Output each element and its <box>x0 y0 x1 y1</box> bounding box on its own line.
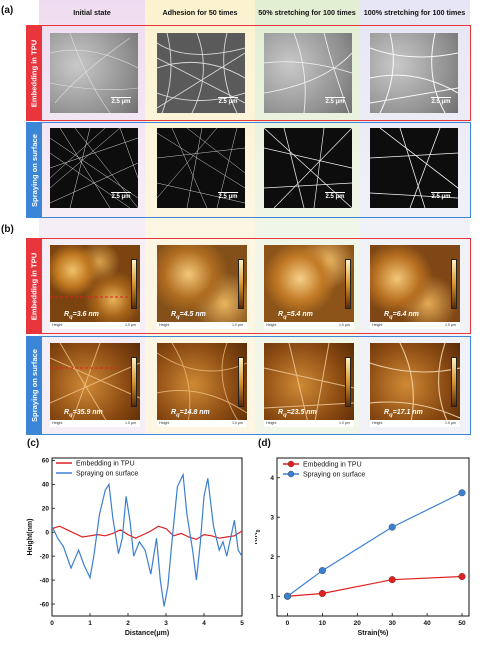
x-axis-label: Strain(%) <box>358 630 389 637</box>
y-tick-label: 60 <box>42 458 50 465</box>
y-tick-label: -20 <box>40 553 50 560</box>
plot-frame <box>276 457 470 617</box>
data-point <box>388 576 396 584</box>
scale-label: 2.5 μm <box>218 194 238 200</box>
sem-image-spray-1: 2.5 μm <box>50 128 138 208</box>
data-point <box>318 589 326 597</box>
x-tick-label: 1 <box>88 620 92 627</box>
row-label-tpu-afm: Embedding in TPU <box>26 238 42 334</box>
x-tick-label: 20 <box>354 620 362 627</box>
rq-value: =17.1 nm <box>392 408 423 416</box>
y-axis-label: R/R0 <box>255 529 262 544</box>
x-tick-label: 3 <box>164 620 168 627</box>
afm-image-tpu-3: Rq=5.4 nm Height 1.0 μm <box>264 245 354 329</box>
series-line-2 <box>287 492 463 597</box>
rq-value: =23.5 nm <box>286 408 317 416</box>
y-tick-label: 0 <box>45 530 49 537</box>
sem-image-tpu-2: 2.5 μm <box>157 33 245 113</box>
series-line-1 <box>287 575 463 597</box>
scale-label: 2.5 μm <box>325 194 345 200</box>
rq-value: =4.5 nm <box>179 310 206 318</box>
rq-value: =14.8 nm <box>179 408 210 416</box>
panel-label-b: (b) <box>1 224 14 235</box>
y-tick-label: 40 <box>42 482 50 489</box>
x-tick-label: 40 <box>423 620 431 627</box>
legend-label-1: Embedding in TPU <box>303 462 362 469</box>
y-tick-label: 3 <box>270 515 274 522</box>
x-tick-label: 0 <box>286 620 290 627</box>
y-tick-label: -60 <box>40 601 50 608</box>
series-line-2 <box>51 472 243 607</box>
row-label-tpu: Embedding in TPU <box>26 25 42 121</box>
data-point <box>458 489 466 497</box>
x-tick-label: 30 <box>389 620 397 627</box>
legend-label-1: Embedding in TPU <box>76 461 135 468</box>
y-tick-label: 4 <box>270 475 274 482</box>
column-title-1: Initial state <box>73 7 111 17</box>
height-profile-chart: 0 1 2 3 4 5 60 40 20 0 -20 -40 -60 Distance(μm) Height… <box>27 457 244 637</box>
x-tick-label: 4 <box>202 620 206 627</box>
column-title-2: Adhesion for 50 times <box>162 7 238 17</box>
scale-label: 2.5 μm <box>431 194 451 200</box>
row-label-spray: Spraying on surface <box>26 122 42 218</box>
afm-image-tpu-4: Rq=6.4 nm Height 1.0 μm <box>370 245 460 329</box>
y-tick-label: 20 <box>42 506 50 513</box>
series-line-1 <box>51 525 243 541</box>
afm-image-spray-4: Rq=17.1 nm Height 1.0 μm <box>370 343 460 427</box>
x-tick-label: 2 <box>126 620 130 627</box>
afm-image-spray-3: Rq=23.5 nm Height 1.0 μm <box>264 343 354 427</box>
y-tick-label: 1 <box>270 594 274 601</box>
column-title-3: 50% stretching for 100 times <box>258 7 356 17</box>
sem-image-spray-3: 2.5 μm <box>264 128 352 208</box>
panel-label-d: (d) <box>258 438 271 449</box>
panel-label-a: (a) <box>1 5 14 16</box>
scale-label: 2.5 μm <box>111 99 131 105</box>
legend-marker-1 <box>287 460 295 468</box>
data-point <box>388 523 396 531</box>
y-tick-label: 2 <box>270 554 274 561</box>
resistance-strain-chart: 0 10 20 30 40 50 1 2 3 4 Strain(%) R/R0 Embedding in… <box>255 457 470 637</box>
y-tick-label: -40 <box>40 577 50 584</box>
x-tick-label: 50 <box>458 620 466 627</box>
x-tick-label: 0 <box>50 620 54 627</box>
legend-label-2: Spraying on surface <box>303 472 365 479</box>
sem-image-spray-2: 2.5 μm <box>157 128 245 208</box>
afm-image-tpu-1: Rq=3.6 nm Height 1.0 μm <box>50 245 140 329</box>
plot-frame <box>51 457 243 617</box>
x-tick-label: 5 <box>240 620 244 627</box>
data-point <box>458 572 466 580</box>
rq-value: =5.4 nm <box>286 310 313 318</box>
row-label-spray-afm: Spraying on surface <box>26 336 42 435</box>
sem-image-tpu-1: 2.5 μm <box>50 33 138 113</box>
legend-label-2: Spraying on surface <box>76 471 138 478</box>
legend-marker-2 <box>287 470 295 478</box>
rq-value: =3.6 nm <box>72 310 99 318</box>
rq-value: =6.4 nm <box>392 310 419 318</box>
afm-image-spray-1: Rq=35.9 nm Height 1.0 μm <box>50 343 140 427</box>
rq-value: =35.9 nm <box>72 408 103 416</box>
scale-label: 2.5 μm <box>431 99 451 105</box>
data-point <box>318 567 326 575</box>
scale-label: 2.5 μm <box>111 194 131 200</box>
x-tick-label: 10 <box>319 620 327 627</box>
x-axis-label: Distance(μm) <box>125 630 169 637</box>
scale-label: 2.5 μm <box>325 99 345 105</box>
sem-image-tpu-3: 2.5 μm <box>264 33 352 113</box>
sem-image-spray-4: 2.5 μm <box>370 128 458 208</box>
y-axis-label: Height(nm) <box>27 519 34 556</box>
data-point <box>283 592 291 600</box>
afm-image-tpu-2: Rq=4.5 nm Height 1.0 μm <box>157 245 247 329</box>
panel-label-c: (c) <box>27 438 40 449</box>
sem-image-tpu-4: 2.5 μm <box>370 33 458 113</box>
column-title-4: 100% stretching for 100 times <box>363 7 466 17</box>
scale-label: 2.5 μm <box>218 99 238 105</box>
afm-image-spray-2: Rq=14.8 nm Height 1.0 μm <box>157 343 247 427</box>
